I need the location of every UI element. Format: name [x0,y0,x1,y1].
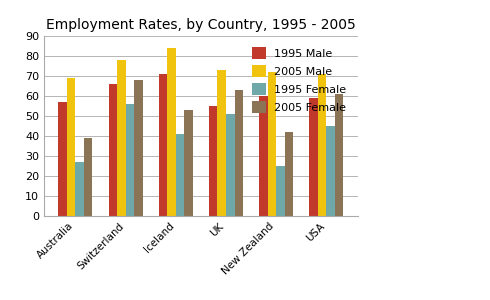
Bar [167,48,176,216]
Bar [58,102,67,216]
Bar [259,96,268,216]
Legend: 1995 Male, 2005 Male, 1995 Female, 2005 Female: 1995 Male, 2005 Male, 1995 Female, 2005 … [246,42,352,118]
Bar [125,104,134,216]
Bar [117,60,125,216]
Title: Employment Rates, by Country, 1995 - 2005: Employment Rates, by Country, 1995 - 200… [46,18,356,32]
Bar [109,84,117,216]
Bar [209,106,218,216]
Bar [226,114,235,216]
Bar [235,90,243,216]
Bar [218,70,226,216]
Bar [285,132,293,216]
Bar [335,94,343,216]
Bar [84,138,93,216]
Bar [184,110,193,216]
Bar [268,72,276,216]
Bar [176,134,184,216]
Bar [326,126,335,216]
Bar [134,80,143,216]
Bar [318,74,326,216]
Bar [159,74,167,216]
Bar [67,78,75,216]
Bar [309,98,318,216]
Bar [276,166,285,216]
Bar [75,162,84,216]
